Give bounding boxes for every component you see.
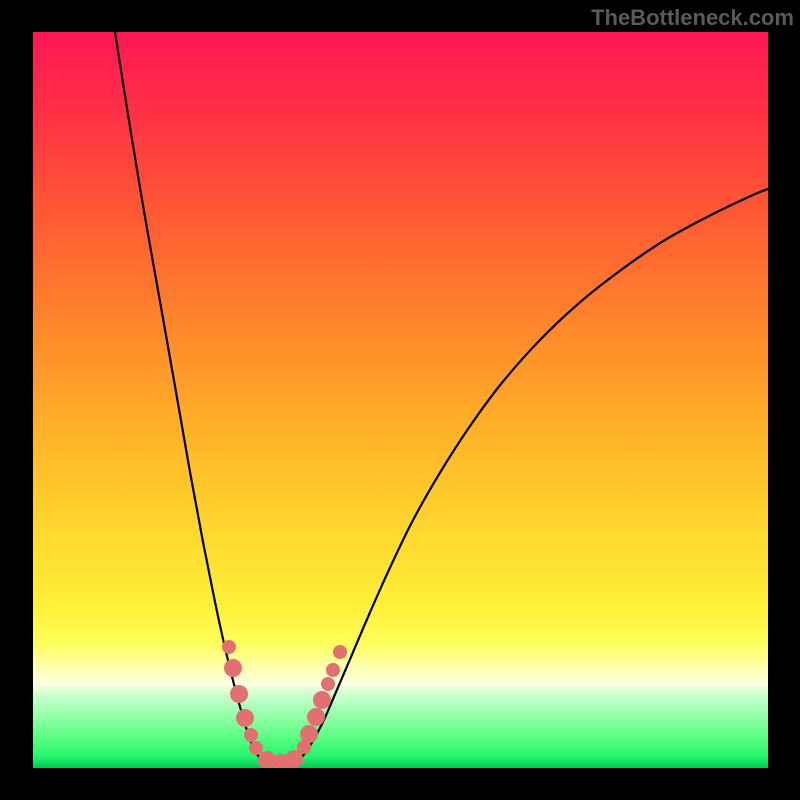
data-marker bbox=[244, 728, 258, 742]
data-marker bbox=[300, 725, 318, 743]
data-marker bbox=[326, 663, 340, 677]
data-marker bbox=[249, 741, 263, 755]
plot-area bbox=[33, 32, 768, 768]
data-marker bbox=[236, 709, 254, 727]
data-marker bbox=[313, 691, 331, 709]
data-marker bbox=[224, 659, 242, 677]
data-marker bbox=[230, 685, 248, 703]
gradient-background bbox=[33, 32, 768, 768]
data-marker bbox=[222, 640, 236, 654]
data-marker bbox=[321, 677, 335, 691]
data-marker bbox=[333, 645, 347, 659]
watermark-text: TheBottleneck.com bbox=[591, 5, 794, 31]
plot-svg bbox=[33, 32, 768, 768]
data-marker bbox=[307, 708, 325, 726]
